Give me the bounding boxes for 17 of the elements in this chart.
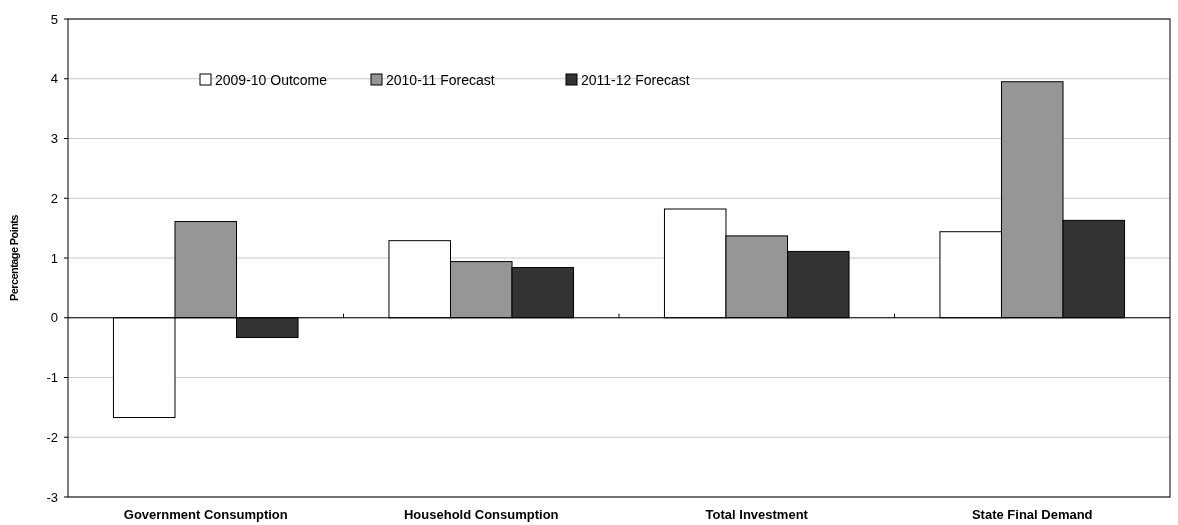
y-tick-label: 5: [50, 11, 58, 27]
y-tick-label: -1: [46, 370, 58, 386]
legend-label: 2009-10 Outcome: [215, 71, 328, 88]
y-tick-label: 1: [50, 250, 58, 266]
y-tick-label: 2: [50, 190, 58, 206]
y-tick-label: 4: [50, 71, 58, 87]
y-tick-label: -2: [46, 429, 58, 445]
x-tick-label: Government Consumption: [123, 507, 288, 522]
legend-label: 2011-12 Forecast: [581, 71, 690, 88]
y-tick-label: -3: [46, 489, 58, 505]
x-tick-label: Household Consumption: [403, 507, 559, 522]
legend-label: 2010-11 Forecast: [386, 71, 495, 88]
x-tick-label: State Final Demand: [971, 507, 1093, 522]
y-tick-label: 3: [50, 131, 58, 147]
y-axis-title: Percentage Points: [8, 214, 20, 301]
y-tick-label: 0: [50, 310, 58, 326]
x-tick-label: Total Investment: [705, 507, 809, 522]
